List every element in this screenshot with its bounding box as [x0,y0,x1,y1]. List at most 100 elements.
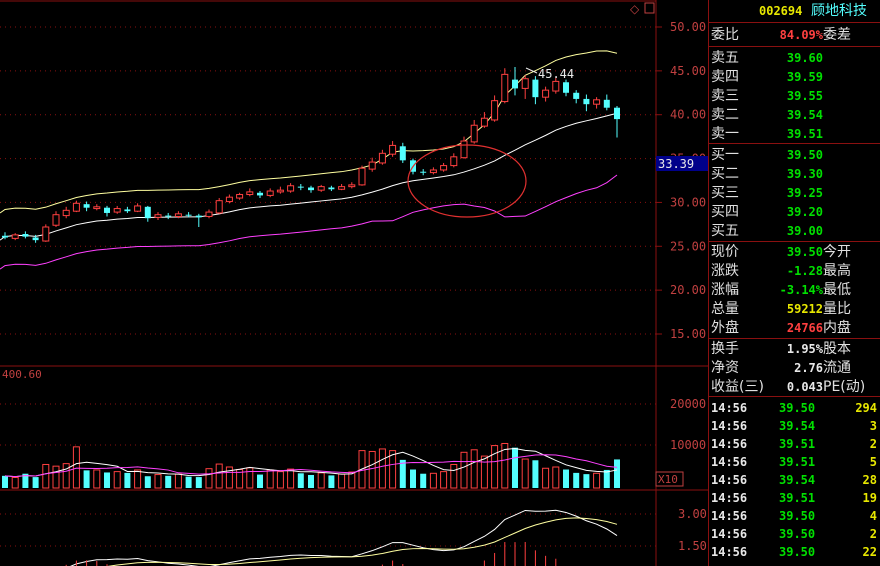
tick-volume: 294 [855,401,877,415]
tick-time: 14:56 [711,437,748,451]
stat-row: 涨跌 -1.28 最高 [709,262,880,280]
sell-level-2: 卖二 39.54 [709,106,880,124]
volume-bar [440,471,448,489]
buy-price: 39.00 [786,224,823,238]
tick-price: 39.50 [779,545,816,559]
buy-price: 39.25 [786,186,823,200]
tick-time: 14:56 [711,509,748,523]
sell-label: 卖三 [711,88,739,104]
kline-chart[interactable]: 45.44 ◇ 50.0045.0040.0035.0030.0025.0020… [0,0,708,566]
panel-toggle-icon[interactable] [644,2,655,14]
candle-body [165,215,172,217]
tick-row: 14:56 39.54 3 [709,417,880,435]
volume-bar [2,475,8,488]
candle-body [195,215,202,218]
candle-body [113,208,121,213]
volume-bar [614,459,620,488]
stat-label-2: 最低 [823,282,851,298]
candle-body [32,237,39,241]
stat-value: 39.50 [786,245,823,259]
stat-label: 现价 [711,244,739,260]
volume-bar [113,471,121,489]
candle-body [450,156,458,167]
stat-label: 涨幅 [711,282,739,298]
candle-body [276,189,284,193]
tick-volume: 4 [869,509,877,523]
volume-bar [297,473,304,488]
buy-label: 买一 [711,147,739,163]
tick-volume: 5 [869,455,877,469]
volume-bar [195,477,202,488]
tick-row: 14:56 39.50 294 [709,399,880,417]
candle-body [512,79,518,89]
volume-bar [308,474,314,488]
candle-body [72,202,80,212]
volume-bar [205,468,213,489]
indicator-lines [65,509,618,566]
buy-label: 买五 [711,223,739,239]
indicator-tick-1-5: 1.50 [678,539,707,553]
stat-row: 外盘 24766 内盘 [709,319,880,337]
webi-row: 委比 84.09% 委差 [709,26,880,44]
candle-body [603,99,610,108]
candle-body [420,171,427,173]
candle-body [542,89,550,98]
volume-bar [480,455,488,489]
volume-bar [460,451,468,489]
candle-body [236,194,244,199]
candle-body [104,207,110,213]
candle-body [491,100,499,121]
stat-value: 0.043 [786,380,823,394]
tick-row: 14:56 39.50 4 [709,507,880,525]
candle-body [257,192,263,196]
tick-volume: 22 [862,545,877,559]
volume-bar [104,472,110,488]
stat-label: 总量 [711,301,739,317]
volume-bar [563,469,569,488]
volume-bar [338,473,346,489]
weicha-label: 委差 [823,27,851,43]
price-tick-label: 40.00 [670,108,706,122]
tick-row: 14:56 39.50 22 [709,543,880,561]
sell-price: 39.59 [786,70,823,84]
candle-body [22,234,29,237]
volume-bar [501,442,509,489]
tick-time: 14:56 [711,527,748,541]
sell-price: 39.51 [786,127,823,141]
buy-price: 39.30 [786,167,823,181]
stock-header: 002694 顾地科技 [709,2,880,20]
tick-volume: 2 [869,527,877,541]
mid-band-line [0,112,618,241]
volume-bar [429,472,437,489]
volume-bar [124,472,131,488]
candle-body [52,214,60,226]
stat-row: 现价 39.50 今开 [709,243,880,261]
volume-ma5-line [4,448,618,478]
diamond-icon[interactable]: ◇ [630,2,640,16]
volume-bar [185,476,192,488]
candle-body [308,187,314,191]
volume-bars [2,442,620,489]
candle-body [440,165,448,171]
candle-body [614,107,620,120]
sell-label: 卖四 [711,69,739,85]
tick-price: 39.50 [779,527,816,541]
volume-max-label: 400.60 [2,368,42,381]
candle-body [389,144,397,155]
stock-name: 顾地科技 [811,3,867,19]
candle-body [174,213,182,217]
volume-bar [72,446,80,489]
annotation-circle [407,144,527,218]
tick-time: 14:56 [711,401,748,415]
sell-price: 39.54 [786,108,823,122]
lower-band-line [0,174,618,270]
candle-body [573,92,580,99]
peak-price-label: 45.44 [538,67,574,81]
candle-body [42,226,50,242]
volume-bar [410,469,416,488]
stat-label-2: PE(动) [823,379,866,395]
volume-bar [573,472,580,488]
peak-price-arrow [525,67,538,74]
volume-bar [491,445,499,489]
stat-label-2: 今开 [823,244,851,260]
